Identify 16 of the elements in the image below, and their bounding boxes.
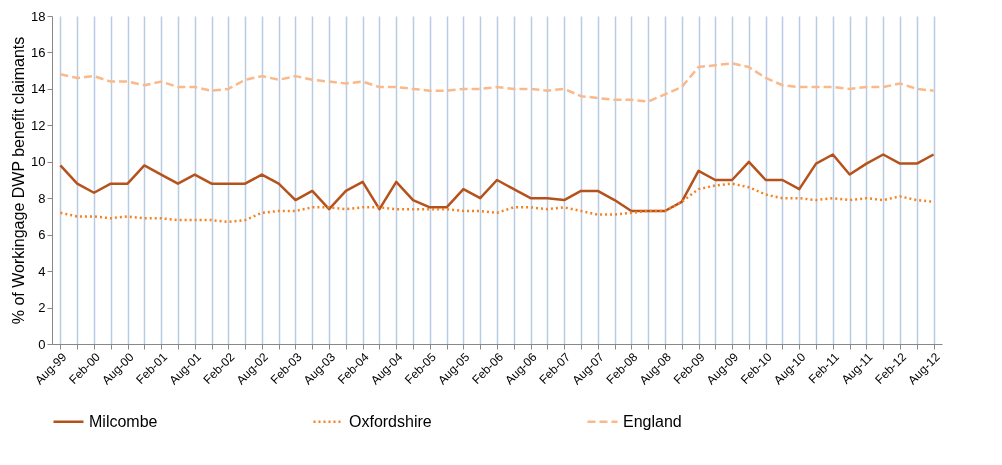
y-tick-label: 2 [38, 300, 46, 316]
y-tick-label: 8 [38, 190, 46, 206]
y-tick-label: 12 [31, 117, 46, 133]
y-tick-label: 14 [31, 81, 46, 97]
y-axis-title: % of Workingage DWP benefit claimants [10, 36, 28, 325]
line-series [59, 153, 935, 213]
y-tick-label: 18 [31, 8, 46, 24]
y-tick-label: 4 [38, 263, 46, 279]
legend-label: England [623, 412, 682, 430]
y-tick-label: 6 [38, 227, 46, 243]
legend-label: Oxfordshire [349, 412, 432, 430]
y-tick-label: 10 [31, 154, 46, 170]
line-series [59, 62, 935, 103]
y-tick-label: 0 [38, 336, 46, 352]
legend-label: Milcombe [89, 412, 158, 430]
y-tick-label: 16 [31, 44, 46, 60]
